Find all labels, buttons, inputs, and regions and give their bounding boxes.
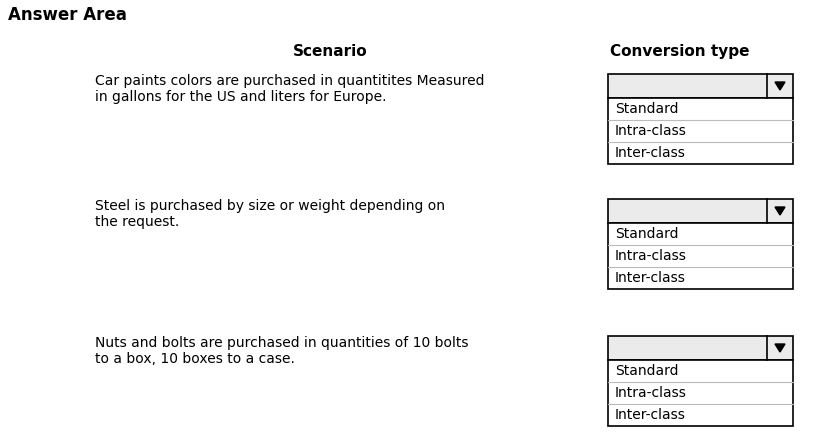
Bar bbox=[608, 98, 793, 164]
Polygon shape bbox=[775, 207, 785, 215]
Text: Intra-class: Intra-class bbox=[615, 386, 687, 400]
Bar bbox=[608, 223, 793, 289]
Text: Car paints colors are purchased in quantitites Measured: Car paints colors are purchased in quant… bbox=[95, 74, 485, 88]
Bar bbox=[608, 360, 793, 426]
Text: Nuts and bolts are purchased in quantities of 10 bolts: Nuts and bolts are purchased in quantiti… bbox=[95, 336, 468, 350]
Text: Conversion type: Conversion type bbox=[610, 44, 749, 59]
Text: Steel is purchased by size or weight depending on: Steel is purchased by size or weight dep… bbox=[95, 199, 445, 213]
Text: Answer Area: Answer Area bbox=[8, 6, 127, 24]
Bar bbox=[608, 199, 793, 223]
Text: Inter-class: Inter-class bbox=[615, 146, 686, 160]
Text: Standard: Standard bbox=[615, 102, 678, 116]
Text: Standard: Standard bbox=[615, 227, 678, 241]
Text: Inter-class: Inter-class bbox=[615, 408, 686, 422]
Polygon shape bbox=[775, 344, 785, 352]
Text: in gallons for the US and liters for Europe.: in gallons for the US and liters for Eur… bbox=[95, 90, 387, 104]
Polygon shape bbox=[775, 82, 785, 90]
Text: to a box, 10 boxes to a case.: to a box, 10 boxes to a case. bbox=[95, 352, 295, 366]
Text: Intra-class: Intra-class bbox=[615, 124, 687, 138]
Text: Standard: Standard bbox=[615, 364, 678, 378]
Text: Inter-class: Inter-class bbox=[615, 271, 686, 285]
Text: Scenario: Scenario bbox=[293, 44, 368, 59]
Text: the request.: the request. bbox=[95, 215, 179, 229]
Bar bbox=[608, 336, 793, 360]
Text: Intra-class: Intra-class bbox=[615, 249, 687, 263]
Bar bbox=[608, 74, 793, 98]
